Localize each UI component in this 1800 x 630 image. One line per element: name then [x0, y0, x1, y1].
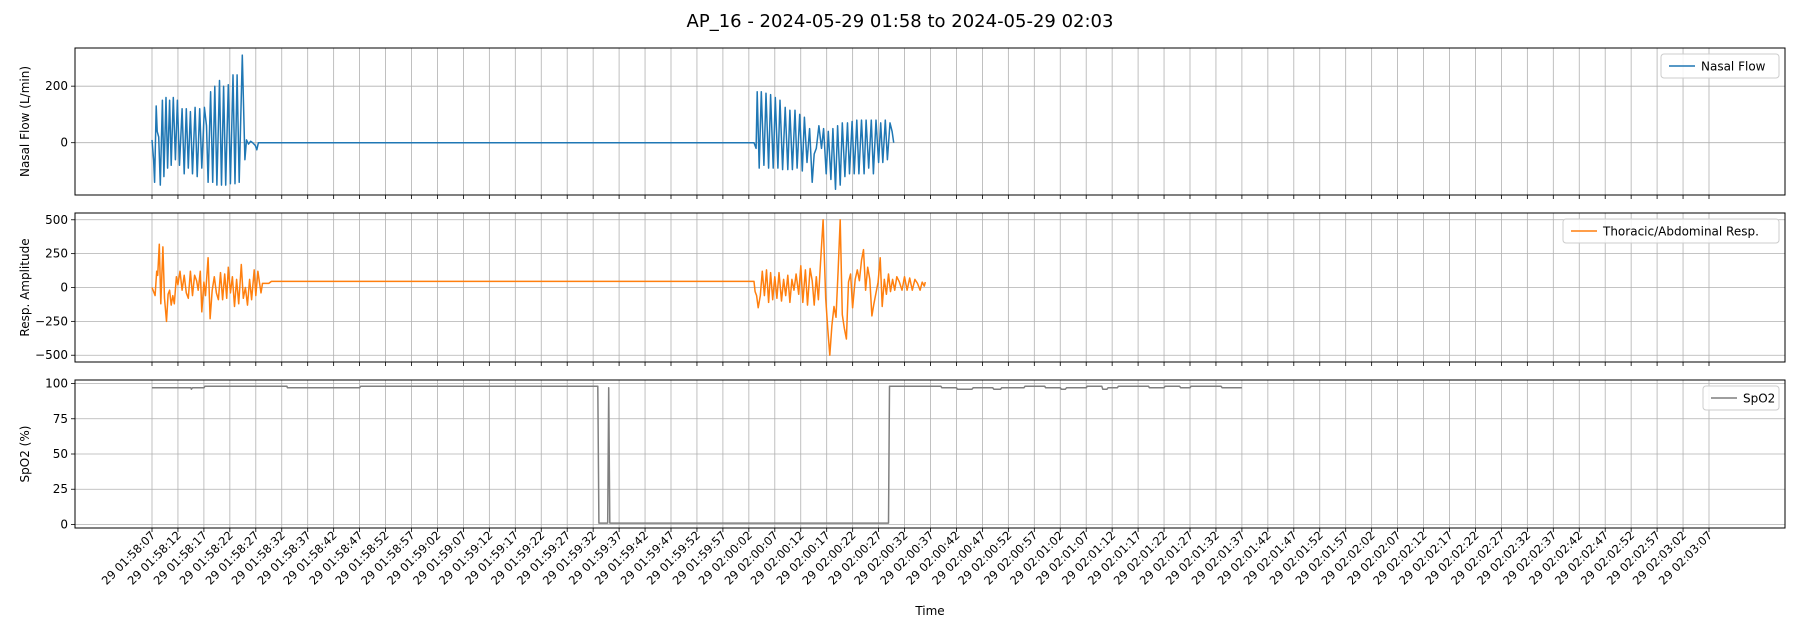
legend: SpO2 — [1702, 385, 1780, 411]
legend: Thoracic/Abdominal Resp. — [1562, 218, 1780, 244]
series-line — [151, 54, 895, 191]
series-line — [152, 385, 1242, 524]
y-tick-label: 500 — [45, 213, 68, 227]
panel-1: 0 200 Nasal Flow (L/min) Nasal Flow — [18, 47, 1786, 199]
axes-frame — [74, 47, 1786, 196]
legend-box — [1562, 218, 1780, 244]
y-tick-label: 0 — [60, 281, 68, 295]
y-tick-label: 0 — [60, 517, 68, 531]
y-tick-label: −250 — [35, 314, 68, 328]
panel-2: −500 −250 0 250 500 Resp. Amplitude Thoracic/A… — [18, 212, 1786, 366]
y-axis-label: SpO2 (%) — [18, 426, 32, 483]
y-tick-label: 250 — [45, 247, 68, 261]
y-axis-label: Nasal Flow (L/min) — [18, 66, 32, 177]
y-tick-label: 25 — [53, 482, 68, 496]
x-axis-label: Time — [914, 604, 944, 618]
y-tick-label: −500 — [35, 348, 68, 362]
legend: Nasal Flow — [1660, 53, 1780, 79]
legend-label: Nasal Flow — [1701, 60, 1766, 74]
y-tick-label: 50 — [53, 447, 68, 461]
panels: 0 200 Nasal Flow (L/min) Nasal Flow −500 −250… — [18, 47, 1786, 532]
y-axis-label: Resp. Amplitude — [18, 238, 32, 336]
y-tick-label: 75 — [53, 412, 68, 426]
series-line — [151, 219, 927, 356]
legend-label: SpO2 — [1743, 392, 1775, 406]
legend-label: Thoracic/Abdominal Resp. — [1602, 225, 1759, 239]
y-tick-label: 200 — [45, 79, 68, 93]
y-tick-label: 100 — [45, 377, 68, 391]
legend-box — [1660, 53, 1780, 79]
y-tick-label: 0 — [60, 136, 68, 150]
axes-frame — [74, 212, 1786, 363]
axes-frame — [74, 379, 1786, 529]
panel-3: 0 25 50 75 100 SpO2 (%) SpO2 — [18, 377, 1786, 532]
legend-box — [1702, 385, 1780, 411]
chart-title: AP_16 - 2024-05-29 01:58 to 2024-05-29 0… — [687, 11, 1114, 32]
